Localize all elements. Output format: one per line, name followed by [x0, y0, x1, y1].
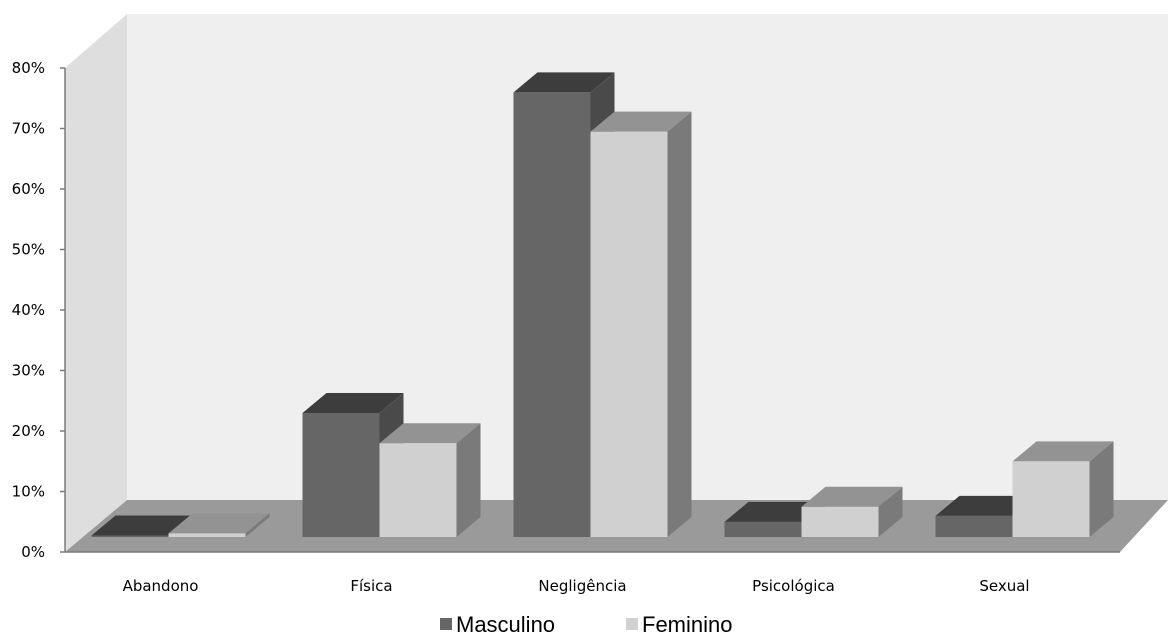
bar-top-face [302, 392, 404, 413]
bar-top-face [590, 111, 692, 132]
x-tick-label-sexual: Sexual [979, 577, 1029, 595]
bar-front-face [724, 521, 802, 537]
bar-top-face [935, 495, 1037, 516]
bar-top-face [724, 501, 826, 522]
bars-group [91, 72, 1114, 538]
y-tick-label: 60% [12, 180, 45, 198]
bar-top-face [801, 486, 903, 507]
bar-front-face [590, 131, 668, 537]
legend-swatch-feminino [626, 618, 638, 630]
bar-front-face [513, 92, 591, 537]
y-tick-label: 50% [12, 241, 45, 259]
x-tick-label-fisica: Física [350, 577, 392, 595]
bar-front-face [1012, 461, 1090, 537]
bar-top-face [379, 423, 481, 444]
bar-side-face [878, 486, 903, 537]
x-tick-label-negligencia: Negligência [538, 577, 626, 595]
bar-side-face [1089, 441, 1114, 537]
bar-front-face [801, 506, 879, 537]
bar-top-face [513, 72, 615, 93]
y-tick-label: 0% [21, 543, 45, 561]
bar-front-face [91, 535, 169, 537]
x-tick-label-abandono: Abandono [123, 577, 199, 595]
y-tick-label: 10% [12, 483, 45, 501]
y-tick-label: 80% [12, 59, 45, 77]
legend-label-feminino: Feminino [642, 612, 732, 635]
bar-top-face [1012, 441, 1114, 462]
bar-front-face [302, 412, 380, 537]
bar-front-face [935, 515, 1013, 537]
y-tick-label: 20% [12, 422, 45, 440]
bar-front-face [379, 443, 457, 537]
bar-side-face [456, 423, 481, 537]
y-tick-label: 70% [12, 120, 45, 138]
legend-swatch-masculino [440, 618, 452, 630]
bar-feminino-abandono [168, 513, 270, 537]
bar-top-face [168, 513, 270, 534]
x-axis-tick-labels: Abandono Física Negligência Psicológica Sexu… [123, 577, 1030, 595]
x-tick-label-psicologica: Psicológica [752, 577, 835, 595]
legend-label-masculino: Masculino [456, 612, 555, 635]
legend: Masculino Feminino [440, 612, 732, 635]
bar-front-face [168, 533, 246, 537]
chart-side-wall [65, 14, 127, 552]
y-tick-label: 30% [12, 362, 45, 380]
bar-top-face [91, 515, 193, 536]
y-axis-ticks: 0% 10% 20% 30% 40% 50% 60% 70% 80% [12, 59, 65, 561]
bar-feminino-negligencia [590, 111, 692, 538]
bar-feminino-psicologica [801, 486, 903, 537]
y-tick-label: 40% [12, 301, 45, 319]
bar-feminino-sexual [1012, 441, 1114, 537]
bar-side-face [245, 513, 270, 537]
bar-side-face [667, 111, 692, 538]
bar-feminino-fisica [379, 423, 481, 537]
